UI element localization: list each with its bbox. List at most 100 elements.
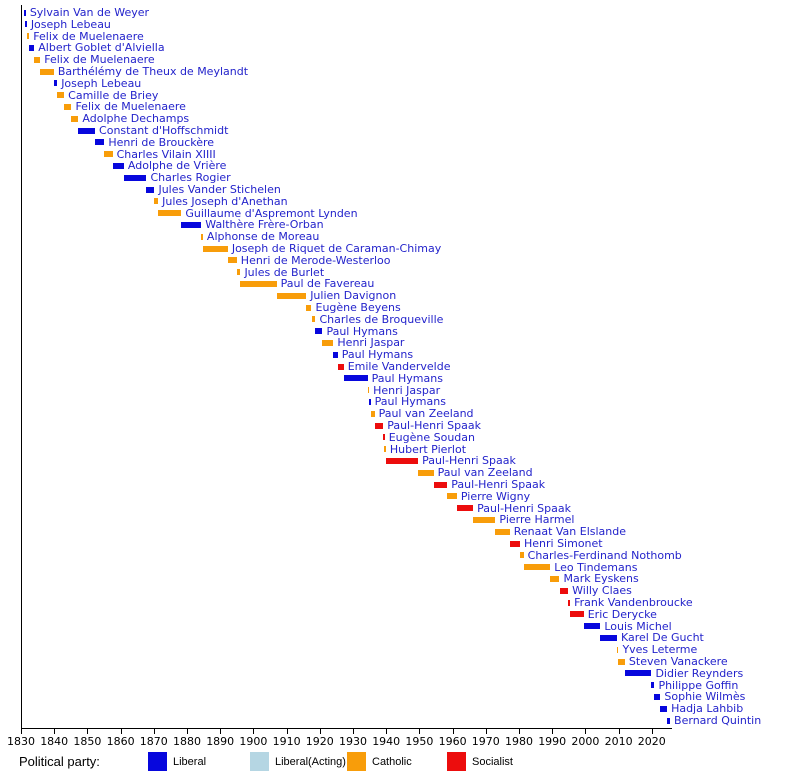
minister-name-label: Paul Hymans — [326, 324, 398, 338]
x-axis-tick-mark — [585, 728, 587, 734]
term-bar — [57, 92, 65, 99]
x-axis-tick-mark — [452, 728, 454, 734]
x-axis-tick-mark — [552, 728, 554, 734]
term-bar — [78, 127, 96, 134]
x-axis-tick-mark — [87, 728, 89, 734]
minister-name-label: Henri de Merode-Westerloo — [240, 253, 391, 267]
x-axis-tick-mark — [386, 728, 388, 734]
term-bar — [433, 481, 448, 488]
x-axis-tick-mark — [419, 728, 421, 734]
x-axis-tick-label: 1910 — [272, 735, 301, 748]
term-bar — [146, 186, 155, 193]
term-bar — [29, 44, 35, 51]
x-axis-tick-label: 1880 — [173, 735, 201, 748]
term-bar — [333, 351, 338, 358]
minister-name-label: Camille de Briey — [68, 88, 159, 102]
x-axis-tick-mark — [187, 728, 188, 734]
term-bar — [583, 623, 601, 630]
minister-name-label: Eric Derycke — [587, 607, 657, 621]
term-bar — [24, 9, 26, 16]
legend-swatch-liberal — [148, 752, 167, 771]
minister-name-label: Charles Vilain XIIII — [116, 147, 216, 161]
term-bar — [616, 646, 619, 653]
minister-name-label: Julien Davignon — [310, 289, 397, 303]
x-axis-tick-label: 1920 — [305, 735, 334, 748]
x-axis-tick-label: 1970 — [471, 735, 500, 748]
term-bar — [570, 611, 584, 618]
legend-label: Catholic — [372, 756, 412, 768]
x-axis-tick-label: 1830 — [7, 735, 35, 748]
term-bar — [202, 245, 228, 252]
term-bar — [384, 446, 386, 453]
term-bar — [64, 103, 72, 110]
x-axis-tick-label: 1990 — [538, 735, 567, 748]
x-axis-tick-label: 1850 — [73, 735, 102, 748]
term-bar — [509, 540, 520, 547]
term-bar — [26, 33, 30, 40]
minister-name-label: Guillaume d'Aspremont Lynden — [185, 206, 358, 220]
minister-name-label: Constant d'Hoffschmidt — [99, 124, 229, 137]
x-axis-tick-mark — [153, 728, 155, 734]
minister-name-label: Joseph de Riquet de Caraman-Chimay — [231, 242, 442, 255]
minister-name-label: Henri Jaspar — [337, 336, 405, 350]
term-bar — [343, 375, 368, 382]
minister-name-label: Albert Goblet d'Alviella — [38, 41, 165, 55]
minister-name-label: Emile Vandervelde — [347, 360, 451, 373]
term-bar — [53, 80, 58, 87]
minister-name-label: Paul-Henri Spaak — [477, 501, 571, 515]
minister-name-label: Frank Vandenbroucke — [574, 596, 693, 609]
x-axis-tick-mark — [120, 728, 122, 734]
x-axis-tick-mark — [21, 728, 22, 734]
minister-name-label: Pierre Wigny — [460, 489, 531, 503]
minister-name-label: Paul Hymans — [341, 348, 414, 362]
term-bar — [240, 280, 277, 287]
term-bar — [667, 717, 671, 724]
term-bar — [112, 162, 124, 169]
minister-name-label: Barthélémy de Theux de Meylandt — [57, 65, 249, 78]
y-axis-line — [21, 5, 22, 728]
legend-swatch-socialist — [447, 752, 466, 771]
term-bar — [236, 269, 241, 276]
x-axis-tick-label: 1860 — [106, 735, 135, 748]
minister-name-label: Jules Vander Stichelen — [158, 183, 281, 196]
minister-name-label: Didier Reynders — [655, 666, 744, 680]
term-bar — [311, 316, 316, 323]
minister-name-label: Jules de Burlet — [244, 265, 325, 279]
legend-title: Political party: — [19, 754, 100, 769]
term-bar — [550, 575, 560, 582]
minister-name-label: Henri de Brouckère — [108, 135, 215, 149]
minister-name-label: Charles-Ferdinand Nothomb — [527, 548, 682, 562]
minister-name-label: Alphonse de Moreau — [206, 230, 320, 244]
term-bar — [559, 587, 569, 594]
minister-name-label: Henri Jaspar — [373, 383, 441, 397]
x-axis-tick-mark — [519, 728, 520, 734]
minister-name-label: Sophie Wilmès — [664, 690, 746, 704]
term-bar — [181, 221, 202, 228]
minister-name-label: Bernard Quintin — [674, 714, 762, 727]
legend-swatch-catholic — [347, 752, 366, 771]
term-bar — [618, 658, 625, 665]
term-bar — [71, 115, 79, 122]
x-axis-tick-mark — [286, 728, 288, 734]
minister-name-label: Joseph Lebeau — [30, 17, 111, 31]
minister-name-label: Eugène Beyens — [315, 301, 401, 314]
legend: Political party: Liberal Liberal(Acting) C… — [0, 750, 800, 776]
term-bar — [306, 304, 312, 311]
term-bar — [158, 210, 182, 217]
term-bar — [368, 398, 371, 405]
x-axis-tick-label: 2000 — [571, 735, 600, 748]
minister-name-label: Leo Tindemans — [554, 560, 638, 574]
minister-name-label: Mark Eyskens — [563, 572, 639, 586]
minister-name-label: Adolphe de Vrière — [127, 159, 227, 173]
x-axis-line — [21, 728, 672, 729]
minister-name-label: Steven Vanackere — [628, 655, 728, 668]
x-axis-tick-label: 1950 — [405, 735, 434, 748]
term-bar — [315, 328, 323, 335]
x-axis-tick-label: 1980 — [505, 735, 533, 748]
term-bar — [660, 705, 668, 712]
minister-name-label: Paul van Zeeland — [378, 407, 474, 421]
minister-name-label: Felix de Muelenaere — [44, 53, 155, 67]
term-bar — [95, 139, 105, 146]
legend-label: Socialist — [472, 756, 513, 768]
x-axis-tick-label: 2020 — [637, 735, 666, 748]
